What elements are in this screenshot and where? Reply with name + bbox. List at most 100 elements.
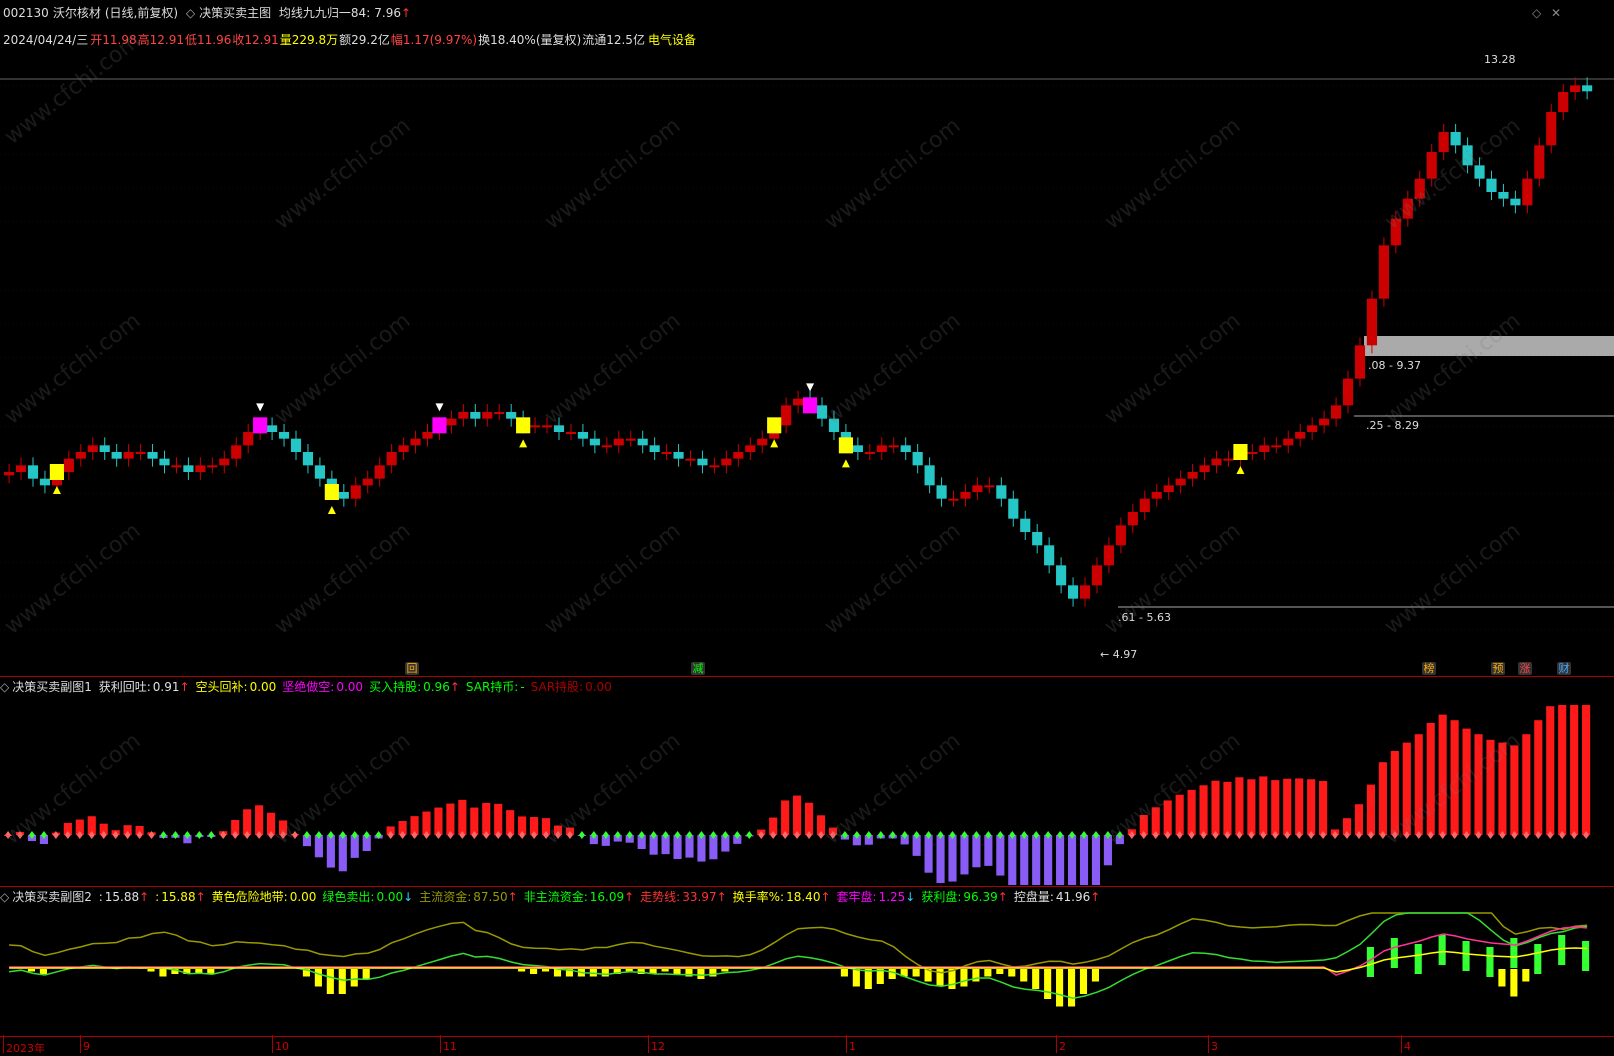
candlestick-chart[interactable] — [0, 52, 1614, 660]
sar-dot-icon — [531, 831, 538, 839]
histogram-bar — [793, 795, 802, 835]
sell-bar — [1510, 938, 1518, 968]
histogram-bar — [123, 825, 132, 835]
histogram-bar — [1223, 781, 1232, 835]
sub2-item-8: 套牢盘: 1.25↓ — [837, 890, 916, 904]
histogram-bar — [1151, 807, 1160, 835]
period-label[interactable]: (日线,前复权) — [104, 6, 179, 20]
sar-dot-icon — [17, 831, 24, 839]
signal-box — [516, 417, 531, 434]
resistance-zone-box — [1364, 336, 1614, 356]
candle-body — [135, 452, 146, 454]
event-tag-hui[interactable]: 回 — [405, 662, 419, 675]
candle-body — [1378, 245, 1389, 299]
buy-triangle-icon — [327, 506, 336, 514]
histogram-bar — [410, 816, 419, 835]
danger-bar — [553, 969, 562, 977]
histogram-bar — [697, 835, 706, 862]
candle-body — [1175, 478, 1186, 486]
histogram-bar — [506, 810, 515, 835]
sub2-item-value: 96.39 — [963, 890, 998, 904]
event-tag-jian[interactable]: 减 — [691, 662, 705, 675]
candle-body — [900, 445, 911, 452]
close-icon[interactable]: ✕ — [1551, 6, 1562, 20]
histogram-bar — [1091, 835, 1101, 885]
danger-bar — [673, 969, 681, 974]
sar-dot-icon — [459, 831, 466, 839]
candle-body — [1211, 458, 1222, 466]
sub1-name[interactable]: 决策买卖副图1 — [12, 680, 92, 694]
event-tag-bang[interactable]: 榜 — [1422, 662, 1436, 675]
sar-dot-icon — [423, 831, 430, 839]
candle-body — [541, 425, 553, 428]
histogram-bar — [278, 820, 288, 835]
sub2-item-label: 走势线: — [640, 890, 681, 904]
histogram-bar — [1366, 784, 1375, 835]
sar-dot-icon — [1248, 831, 1255, 839]
stock-name[interactable]: 沃尔核材 — [52, 6, 101, 20]
histogram-bar — [1056, 835, 1065, 885]
sar-dot-icon — [1499, 831, 1506, 839]
candle-body — [87, 445, 98, 452]
time-axis-label: 10 — [275, 1040, 289, 1053]
candle-body — [1247, 452, 1258, 454]
collapse-icon[interactable]: ◇ — [185, 6, 196, 20]
sar-dot-icon — [351, 831, 358, 839]
sell-bar — [1366, 947, 1374, 977]
candle-body — [1426, 152, 1437, 179]
sar-dot-icon — [626, 831, 633, 839]
sub1-item-label: SAR持币: — [465, 680, 519, 694]
quote-date: 2024/04/24/三 — [3, 33, 89, 47]
danger-bar — [840, 969, 848, 977]
histogram-bar — [243, 809, 252, 835]
event-tag-zhang[interactable]: 涨 — [1518, 662, 1532, 675]
histogram-bar — [1378, 762, 1387, 835]
sub1-collapse-icon[interactable]: ◇ — [0, 680, 10, 694]
histogram-bar — [1534, 720, 1543, 835]
panel-separator-2[interactable] — [0, 886, 1614, 887]
histogram-bar — [518, 816, 527, 835]
sub2-lines-chart[interactable] — [0, 905, 1614, 1035]
sar-dot-icon — [1188, 831, 1195, 839]
sar-dot-icon — [901, 831, 908, 839]
danger-bar — [924, 969, 932, 982]
stock-code[interactable]: 002130 — [3, 6, 49, 20]
event-tag-cai[interactable]: 财 — [1557, 662, 1571, 675]
histogram-bar — [494, 803, 503, 835]
up-arrow-icon: ↑ — [820, 890, 831, 904]
sar-dot-icon — [1583, 831, 1590, 839]
panel-separator-1[interactable] — [0, 676, 1614, 677]
sub2-name[interactable]: 决策买卖副图2 — [12, 890, 92, 904]
histogram-bar — [362, 835, 371, 851]
candle-body — [1510, 198, 1521, 206]
danger-bar — [888, 969, 896, 979]
sub2-item-2: 黄色危险地带: 0.00 — [212, 890, 317, 904]
time-axis-label: 1 — [849, 1040, 856, 1053]
sar-dot-icon — [662, 831, 669, 839]
sar-dot-icon — [1260, 831, 1267, 839]
diamond-icon[interactable]: ◇ — [1532, 6, 1542, 20]
candle-body — [864, 452, 875, 454]
sub1-histogram[interactable] — [0, 695, 1614, 885]
candle-body — [912, 452, 923, 466]
sar-dot-icon — [1523, 831, 1530, 839]
down-arrow-icon: ↓ — [403, 890, 414, 904]
candle-body — [243, 432, 254, 446]
float-label: 流通 — [582, 33, 607, 47]
buy-triangle-icon — [1236, 466, 1245, 474]
sar-dot-icon — [1367, 831, 1374, 839]
histogram-bar — [1522, 734, 1531, 835]
time-axis-label: 3 — [1211, 1040, 1218, 1053]
sector-link[interactable]: 电气设备 — [647, 33, 696, 47]
sub1-item-1: 空头回补: 0.00 — [196, 680, 277, 694]
sub1-item-value: 0.00 — [585, 680, 612, 694]
candle-body — [625, 438, 636, 441]
candle-body — [1570, 85, 1581, 92]
sub2-item-label: 控盘量: — [1013, 890, 1054, 904]
candle-body — [99, 445, 110, 452]
event-tag-yu[interactable]: 预 — [1491, 662, 1505, 675]
sell-bar — [1582, 941, 1590, 971]
main-indicator-name[interactable]: 决策买卖主图 — [199, 6, 272, 20]
candle-body — [1271, 445, 1282, 448]
sub2-collapse-icon[interactable]: ◇ — [0, 890, 10, 904]
